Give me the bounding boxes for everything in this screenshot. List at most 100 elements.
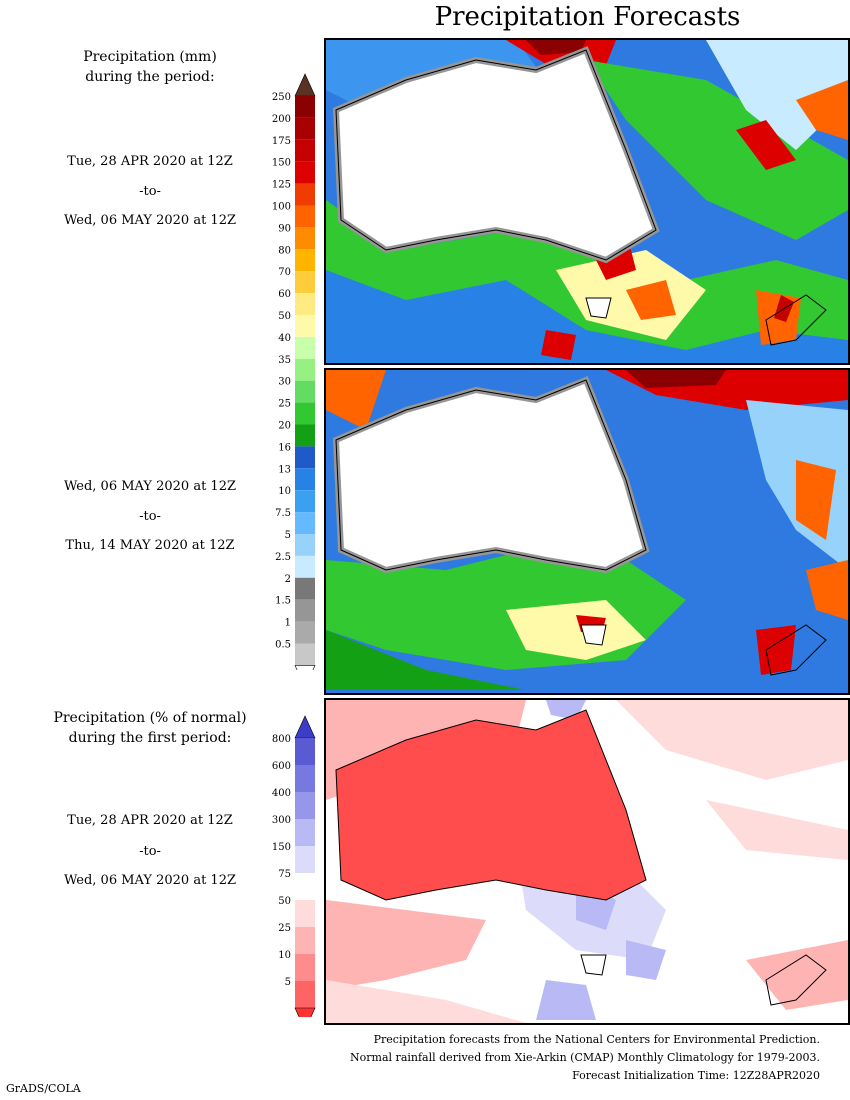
colorbar-segment bbox=[295, 227, 315, 250]
colorbar-segment bbox=[295, 819, 315, 846]
colorbar-tick-label: 250 bbox=[272, 92, 291, 103]
colorbar-tick-label: 10 bbox=[278, 486, 291, 497]
map-panel-percent-normal bbox=[324, 698, 850, 1025]
credit: GrADS/COLA bbox=[6, 1082, 81, 1095]
colorbar-tick-label: 0.5 bbox=[275, 640, 291, 651]
colorbar-segment bbox=[295, 534, 315, 556]
colorbar-tick-label: 90 bbox=[278, 223, 291, 234]
period2-start: Wed, 06 MAY 2020 at 12Z bbox=[63, 479, 237, 494]
map-panel-period1 bbox=[324, 38, 850, 365]
colorbar-tick-label: 25 bbox=[278, 923, 291, 934]
colorbar-tick-label: 5 bbox=[285, 977, 291, 988]
colorbar-segment bbox=[295, 512, 315, 534]
colorbar-tick-label: 150 bbox=[272, 842, 291, 853]
precip-map-period1 bbox=[326, 40, 848, 363]
colorbar-segment bbox=[295, 271, 315, 294]
colorbar-tick-label: 50 bbox=[278, 896, 291, 907]
colorbar-segment bbox=[295, 183, 315, 206]
colorbar-top-arrow bbox=[294, 73, 316, 97]
colorbar-tick-label: 75 bbox=[278, 869, 291, 880]
colorbar-tick-label: 600 bbox=[272, 761, 291, 772]
period1-sep: -to- bbox=[139, 184, 161, 199]
colorbar-segment bbox=[295, 336, 315, 359]
colorbar-tick-label: 200 bbox=[272, 114, 291, 125]
colorbar-tick-label: 50 bbox=[278, 311, 291, 322]
colorbar-tick-label: 10 bbox=[278, 950, 291, 961]
colorbar-segment bbox=[295, 643, 315, 666]
percent-normal-map bbox=[326, 700, 848, 1023]
colorbar-segment bbox=[295, 577, 315, 600]
colorbar-segment bbox=[295, 205, 315, 228]
colorbar-tick-label: 100 bbox=[272, 202, 291, 213]
colorbar-segment bbox=[295, 846, 315, 873]
colorbar-segment bbox=[295, 161, 315, 184]
period1-end: Wed, 06 MAY 2020 at 12Z bbox=[63, 213, 237, 228]
colorbar-tick-label: 150 bbox=[272, 158, 291, 169]
heading-line-2: during the first period: bbox=[68, 730, 232, 746]
period2-sep: -to- bbox=[139, 509, 161, 524]
colorbar-tick-label: 2 bbox=[285, 574, 291, 585]
colorbar-tick-label: 16 bbox=[278, 442, 291, 453]
colorbar-segment bbox=[295, 792, 315, 819]
page-title: Precipitation Forecasts bbox=[434, 2, 741, 32]
colorbar-segment bbox=[295, 249, 315, 272]
colorbar-tick-label: 30 bbox=[278, 377, 291, 388]
colorbar-segment bbox=[295, 621, 315, 644]
colorbar-segment bbox=[295, 927, 315, 954]
colorbar-tick-label: 2.5 bbox=[275, 552, 291, 563]
colorbar-bottom-arrow bbox=[294, 1007, 316, 1017]
colorbar-segment bbox=[295, 873, 315, 900]
colorbar-segment bbox=[295, 599, 315, 622]
colorbar-segment bbox=[295, 358, 315, 381]
period3-end: Wed, 06 MAY 2020 at 12Z bbox=[63, 873, 237, 888]
colorbar-segment bbox=[295, 765, 315, 792]
colorbar-tick-label: 7.5 bbox=[275, 508, 291, 519]
heading-line-2: during the period: bbox=[85, 69, 215, 85]
colorbar-tick-label: 5 bbox=[285, 530, 291, 541]
colorbar-tick-label: 13 bbox=[278, 464, 291, 475]
percent-colorbar: 800 600 400 300 150 75 50 25 10 5 bbox=[272, 715, 316, 1017]
colorbar-bottom-arrow bbox=[294, 665, 316, 670]
colorbar-segment bbox=[295, 900, 315, 927]
colorbar-segment bbox=[295, 424, 315, 447]
colorbar-segment bbox=[295, 490, 315, 513]
colorbar-segment bbox=[295, 117, 315, 140]
heading-line-1: Precipitation (% of normal) bbox=[53, 710, 247, 726]
colorbar-segment bbox=[295, 315, 315, 337]
heading-line-1: Precipitation (mm) bbox=[83, 49, 217, 65]
colorbar-tick-label: 1.5 bbox=[275, 596, 291, 607]
colorbar-tick-label: 70 bbox=[278, 267, 291, 278]
colorbar-tick-label: 1 bbox=[285, 618, 291, 629]
precip-pct-heading: Precipitation (% of normal) during the f… bbox=[20, 708, 280, 748]
period3-start: Tue, 28 APR 2020 at 12Z bbox=[67, 813, 233, 828]
colorbar-tick-label: 20 bbox=[278, 421, 291, 432]
colorbar-tick-label: 40 bbox=[278, 333, 291, 344]
footer-line-2: Normal rainfall derived from Xie-Arkin (… bbox=[350, 1051, 820, 1064]
period2-end: Thu, 14 MAY 2020 at 12Z bbox=[65, 538, 235, 553]
map-panel-period2 bbox=[324, 368, 850, 695]
colorbar-tick-label: 800 bbox=[272, 734, 291, 745]
colorbar-tick-label: 400 bbox=[272, 788, 291, 799]
precip-mm-heading: Precipitation (mm) during the period: bbox=[30, 47, 270, 87]
colorbar-segment bbox=[295, 555, 315, 578]
colorbar-tick-label: 175 bbox=[272, 136, 291, 147]
period3-sep: -to- bbox=[139, 844, 161, 859]
footer-line-3: Forecast Initialization Time: 12Z28APR20… bbox=[572, 1069, 820, 1082]
colorbar-top-arrow bbox=[294, 715, 316, 739]
footer-line-1: Precipitation forecasts from the Nationa… bbox=[373, 1033, 820, 1046]
colorbar-tick-label: 25 bbox=[278, 399, 291, 410]
period1-start: Tue, 28 APR 2020 at 12Z bbox=[67, 154, 233, 169]
colorbar-tick-label: 80 bbox=[278, 245, 291, 256]
colorbar-segment bbox=[295, 954, 315, 981]
colorbar-segment bbox=[295, 446, 315, 469]
colorbar-tick-label: 125 bbox=[272, 180, 291, 191]
precip-map-period2 bbox=[326, 370, 848, 693]
precip-colorbar: 2502001751501251009080706050403530252016… bbox=[272, 73, 316, 670]
colorbar-tick-label: 35 bbox=[278, 355, 291, 366]
colorbar-tick-label: 300 bbox=[272, 815, 291, 826]
colorbar-segment bbox=[295, 96, 315, 118]
colorbar-tick-label: 60 bbox=[278, 289, 291, 300]
colorbar-segment bbox=[295, 738, 315, 765]
colorbar-segment bbox=[295, 293, 315, 315]
colorbar-segment bbox=[295, 380, 315, 403]
